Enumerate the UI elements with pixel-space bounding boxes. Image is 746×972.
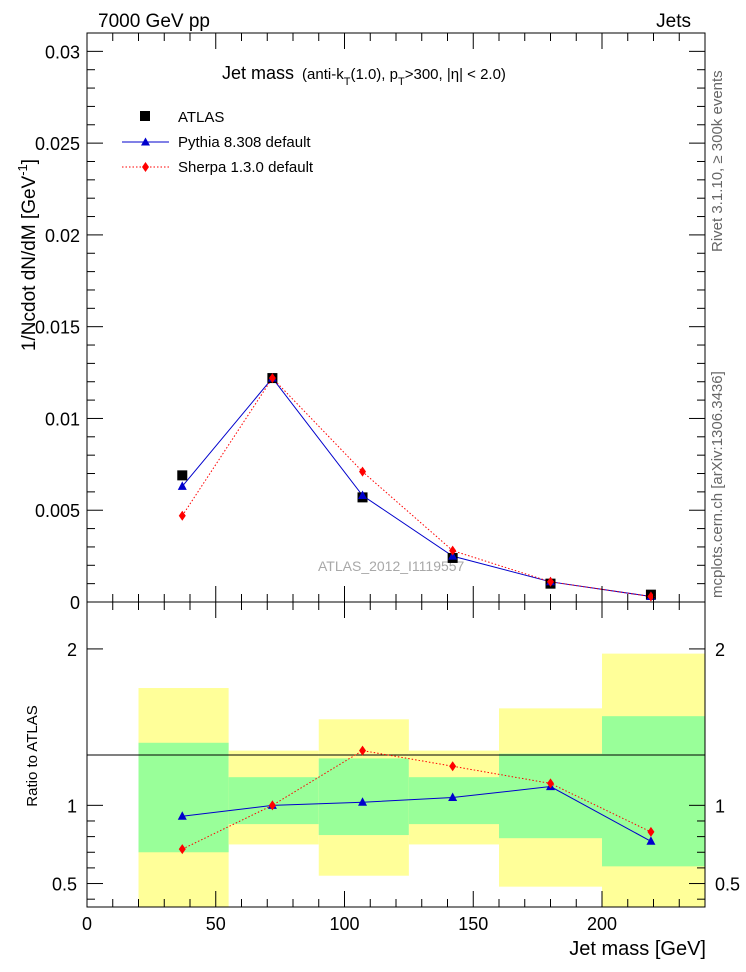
ratio-xtick-label: 0	[82, 914, 92, 934]
header-left: 7000 GeV pp	[98, 11, 210, 32]
ratio-point-sherpa	[647, 826, 655, 837]
ratio-point-pythia	[646, 836, 656, 845]
mcplots-label: mcplots.cern.ch [arXiv:1306.3436]	[709, 371, 726, 598]
main-point-sherpa	[359, 466, 367, 477]
ratio-point-pythia	[358, 797, 368, 806]
main-ytick-label: 0	[70, 593, 80, 613]
main-point-sherpa	[178, 510, 186, 521]
ratio-band-inner	[499, 753, 602, 839]
main-point-sherpa	[268, 373, 276, 384]
ratio-xlabel: Jet mass [GeV]	[569, 938, 706, 960]
main-ytick-label: 0.01	[45, 409, 80, 429]
ratio-ytick-label-right: 1	[715, 796, 725, 816]
ratio-xtick-label: 200	[587, 914, 617, 934]
watermark: ATLAS_2012_I1119557	[318, 558, 465, 574]
ratio-band-inner	[318, 758, 409, 836]
header-right: Jets	[656, 11, 691, 32]
ratio-band-inner	[228, 777, 319, 825]
main-ytick-label: 0.02	[45, 226, 80, 246]
ratio-ytick-label: 0.5	[52, 875, 77, 895]
main-ylabel: 1/Ncdot dN/dM [GeV-1]	[15, 159, 40, 351]
main-ytick-label: 0.005	[35, 501, 80, 521]
ratio-point-sherpa	[178, 844, 186, 855]
main-ytick-label: 0.015	[35, 318, 80, 338]
ratio-point-pythia	[448, 792, 458, 802]
ratio-band-inner	[138, 742, 229, 853]
ratio-xtick-label: 50	[206, 914, 226, 934]
main-point-pythia	[177, 481, 187, 490]
legend-pythia-label: Pythia 8.308 default	[178, 134, 311, 151]
main-line-1	[181, 377, 651, 597]
main-point-sherpa	[547, 576, 554, 587]
ratio-series-markers	[177, 745, 656, 855]
main-point-pythia	[358, 490, 368, 500]
ratio-ytick-label-right: 0.5	[715, 875, 740, 895]
ratio-series-lines	[182, 750, 652, 850]
ratio-axes: 0.5 0.5 1 1 2 2 0 50 100 150 200	[52, 601, 740, 934]
ratio-point-sherpa	[449, 761, 457, 772]
ratio-line-0	[182, 786, 652, 842]
main-axes: 0 0.005 0.01 0.015 0.02 0.025 0.03	[35, 32, 706, 613]
legend-sherpa-marker	[142, 162, 149, 172]
main-ytick-label: 0.025	[35, 134, 80, 154]
ratio-xtick-label: 100	[329, 914, 359, 934]
main-ytick-label: 0.03	[45, 42, 80, 62]
ratio-point-sherpa	[547, 778, 554, 789]
legend-atlas-label: ATLAS	[178, 109, 224, 126]
ratio-ytick-label-right: 2	[715, 640, 725, 660]
main-series-markers	[177, 373, 656, 602]
legend: ATLAS Pythia 8.308 default Sherpa 1.3.0 …	[122, 109, 314, 176]
plot-title: Jet mass (anti-kT(1.0), pT>300, |η| < 2.0…	[222, 63, 506, 88]
main-point-atlas	[177, 470, 188, 481]
main-point-sherpa	[647, 591, 655, 602]
legend-sherpa-label: Sherpa 1.3.0 default	[178, 159, 314, 176]
main-series-lines	[181, 377, 651, 597]
ratio-ylabel: Ratio to ATLAS	[24, 705, 41, 806]
ratio-xtick-label: 150	[458, 914, 488, 934]
ratio-point-sherpa	[359, 745, 367, 756]
rivet-label: Rivet 3.1.10, ≥ 300k events	[709, 70, 726, 252]
ratio-point-pythia	[177, 811, 187, 820]
main-line-2	[181, 377, 651, 597]
legend-atlas-marker	[140, 111, 150, 121]
ratio-ytick-label: 2	[67, 640, 77, 660]
ratio-ytick-label: 1	[67, 796, 77, 816]
ratio-uncertainty-bands	[138, 653, 705, 907]
ratio-point-sherpa	[268, 800, 276, 811]
legend-pythia-marker	[141, 137, 150, 146]
main-point-sherpa	[449, 545, 457, 556]
